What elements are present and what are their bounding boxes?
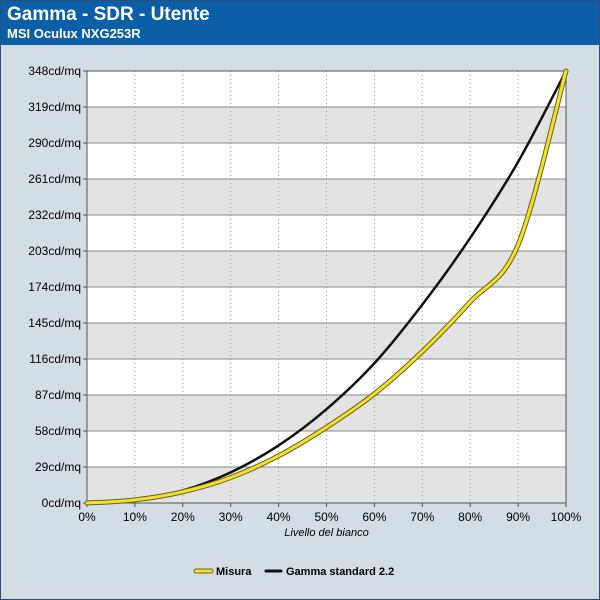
y-tick-label: 116cd/mq — [29, 352, 81, 366]
y-tick-label: 232cd/mq — [28, 208, 81, 222]
x-axis-label: Livello del bianco — [284, 527, 368, 539]
legend-label-misura: Misura — [216, 566, 252, 578]
y-tick-label: 203cd/mq — [28, 244, 81, 258]
y-tick-label: 87cd/mq — [35, 388, 81, 402]
y-tick-label: 145cd/mq — [28, 316, 81, 330]
x-tick-label: 70% — [410, 510, 434, 524]
grid-band — [87, 323, 566, 359]
y-tick-label: 348cd/mq — [28, 64, 81, 78]
y-tick-label: 0cd/mq — [42, 496, 81, 510]
x-tick-label: 40% — [267, 510, 291, 524]
y-tick-label: 290cd/mq — [28, 136, 81, 150]
x-tick-label: 60% — [362, 510, 386, 524]
y-tick-label: 29cd/mq — [35, 460, 81, 474]
chart-header: Gamma - SDR - Utente MSI Oculux NXG253R — [1, 1, 599, 45]
x-tick-label: 10% — [123, 510, 147, 524]
x-tick-label: 80% — [458, 510, 482, 524]
y-tick-label: 174cd/mq — [28, 280, 81, 294]
grid-band — [87, 107, 566, 143]
y-tick-label: 319cd/mq — [28, 100, 81, 114]
chart-title: Gamma - SDR - Utente — [7, 4, 210, 25]
series-line-misura — [85, 69, 568, 505]
x-tick-label: 90% — [506, 510, 530, 524]
chart-subtitle: MSI Oculux NXG253R — [7, 26, 141, 41]
x-tick-label: 0% — [78, 510, 96, 524]
x-tick-label: 30% — [219, 510, 243, 524]
x-tick-label: 20% — [171, 510, 195, 524]
x-tick-label: 50% — [314, 510, 338, 524]
legend-label-gamma-standard: Gamma standard 2.2 — [286, 566, 394, 578]
y-tick-label: 58cd/mq — [35, 424, 81, 438]
grid-band — [87, 179, 566, 215]
y-tick-label: 261cd/mq — [28, 172, 81, 186]
grid-band — [87, 251, 566, 287]
x-tick-label: 100% — [551, 510, 582, 524]
